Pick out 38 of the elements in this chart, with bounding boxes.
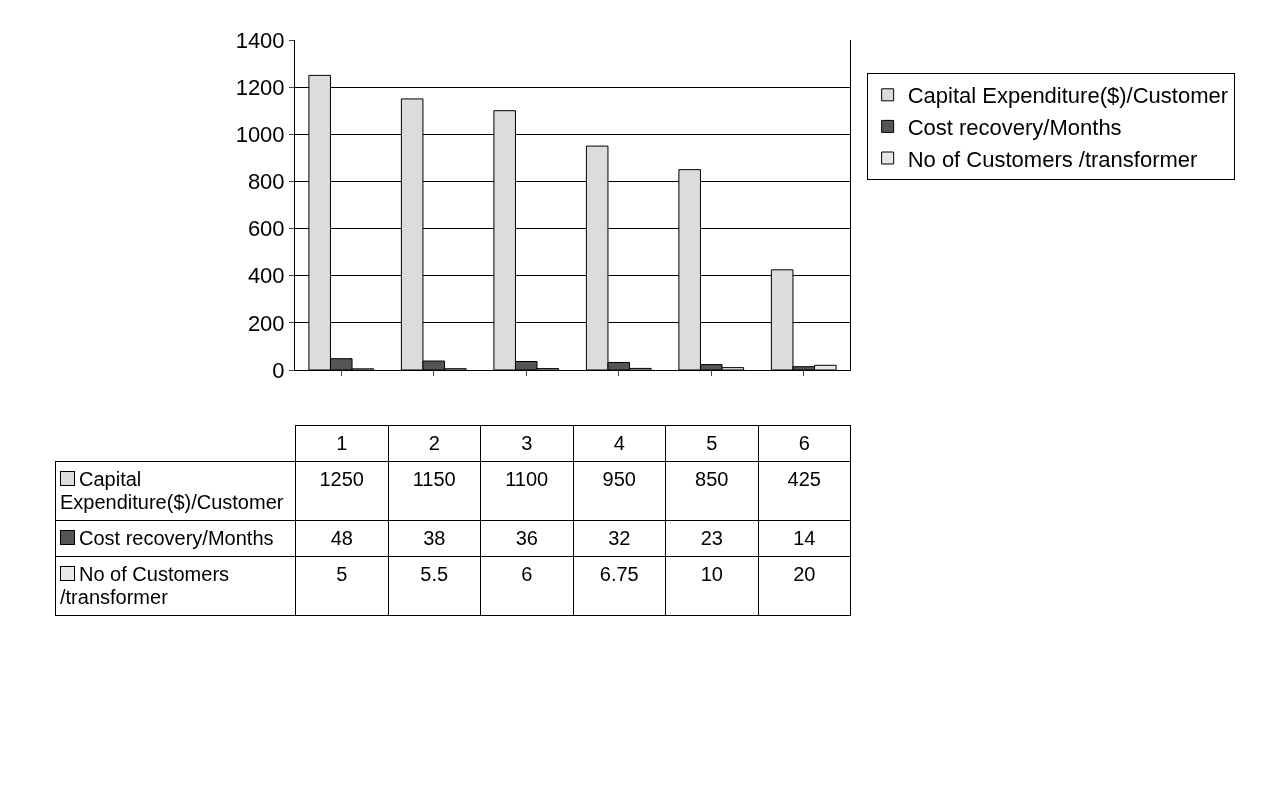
legend-label: Capital Expenditure($)/Customer xyxy=(60,468,284,513)
data-label: 1250 xyxy=(295,461,388,521)
y-tick-label: 1200 xyxy=(235,74,285,100)
data-label: 5 xyxy=(295,556,388,616)
x-tick-label: 3 xyxy=(480,425,573,462)
data-label: 36 xyxy=(480,520,573,557)
text: No of Customers /transformer xyxy=(60,563,230,608)
data-label: 850 xyxy=(665,461,758,521)
data-label: 1100 xyxy=(480,461,573,521)
data-label: 48 xyxy=(295,520,388,557)
y-tick-label: 400 xyxy=(247,263,285,289)
x-tick-label: 5 xyxy=(665,425,758,462)
x-tick-label: 4 xyxy=(573,425,666,462)
text: Capital Expenditure($)/Customer xyxy=(907,83,1229,109)
y-tick-label: 0 xyxy=(272,357,285,383)
x-tick-label: 6 xyxy=(758,425,851,462)
data-label: 20 xyxy=(758,556,851,616)
y-tick-label: 1000 xyxy=(235,121,285,147)
data-label: 5.5 xyxy=(388,556,481,616)
data-label: 6 xyxy=(480,556,573,616)
x-tick-label: 1 xyxy=(295,425,388,462)
data-label: 950 xyxy=(573,461,666,521)
data-label: 1150 xyxy=(388,461,481,521)
y-tick-label: 800 xyxy=(247,169,285,195)
x-tick-label: 2 xyxy=(388,425,481,462)
y-tick-label: 600 xyxy=(247,216,285,242)
legend-label: Cost recovery/Months xyxy=(79,527,274,549)
text: Cost recovery/Months xyxy=(907,114,1122,140)
data-label: 6.75 xyxy=(573,556,666,616)
y-tick-label: 1400 xyxy=(235,27,285,53)
legend-label: No of Customers /transformer xyxy=(907,146,1198,172)
data-label: 23 xyxy=(665,520,758,557)
data-label: 32 xyxy=(573,520,666,557)
y-tick-label: 200 xyxy=(247,310,285,336)
data-label: 14 xyxy=(758,520,851,557)
data-label: 425 xyxy=(758,461,851,521)
data-label: 38 xyxy=(388,520,481,557)
data-label: 10 xyxy=(665,556,758,616)
